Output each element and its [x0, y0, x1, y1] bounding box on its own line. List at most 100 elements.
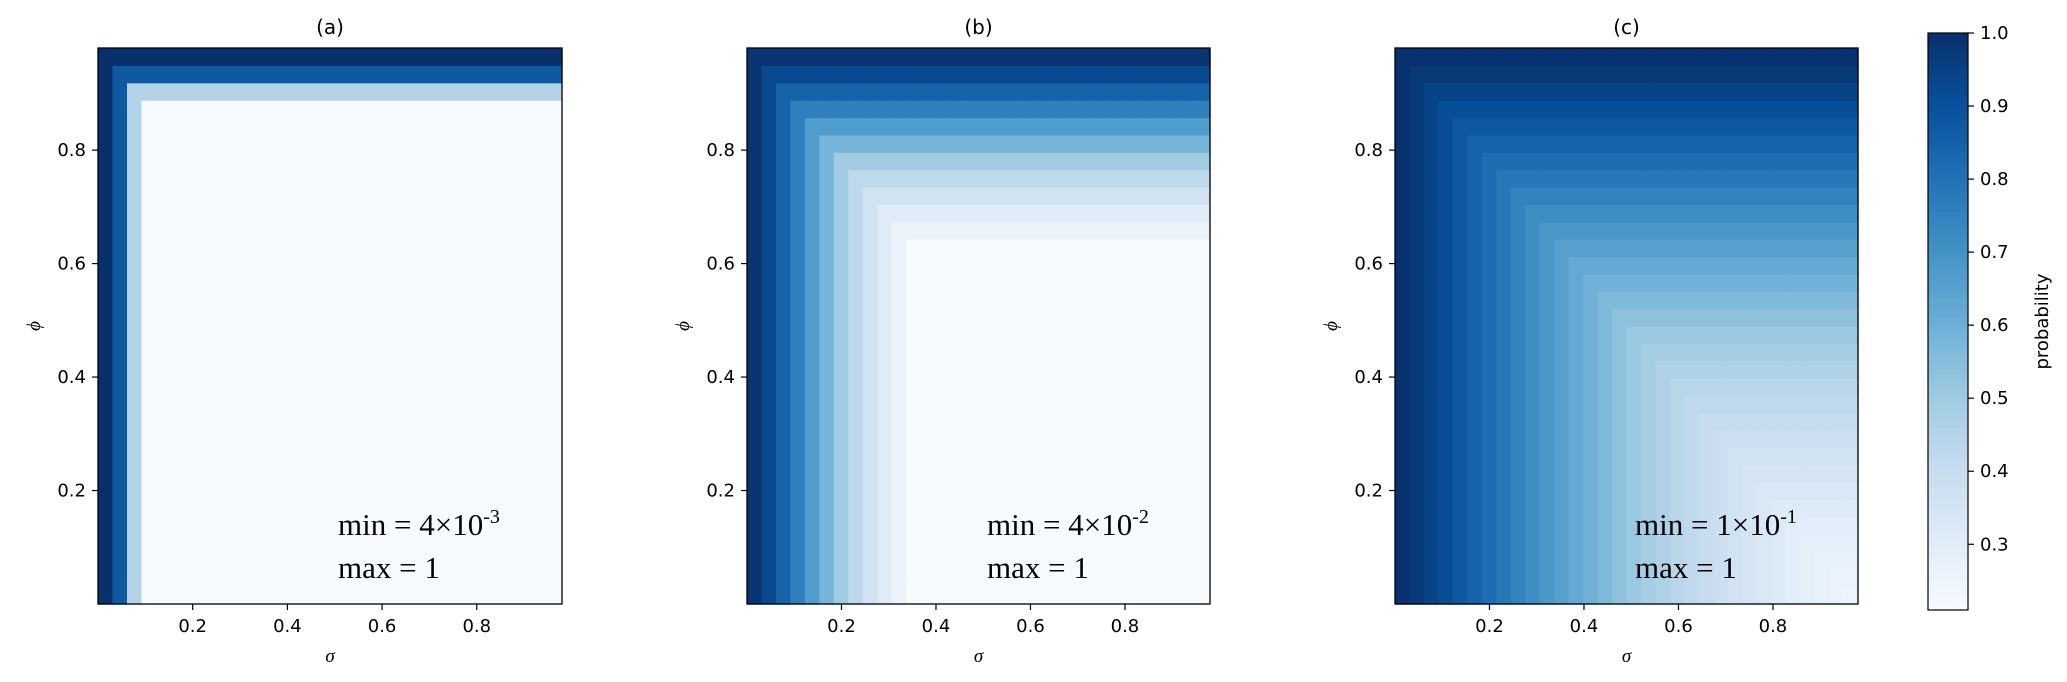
heatmap-cell [1510, 517, 1526, 536]
colorbar-segment [1928, 244, 1968, 250]
heatmap-cell [1510, 499, 1526, 518]
heatmap-cell [1539, 273, 1555, 292]
heatmap-cell [964, 586, 980, 605]
heatmap-cell [978, 169, 994, 188]
heatmap-cell [431, 48, 447, 66]
heatmap-cell [1640, 117, 1657, 136]
heatmap-cell [949, 517, 965, 536]
heatmap-cell [1698, 134, 1714, 153]
heatmap-cell [891, 308, 907, 327]
heatmap-cell [1626, 534, 1642, 553]
heatmap-cell [833, 134, 849, 153]
heatmap-cell [214, 239, 230, 258]
heatmap-cell [1423, 569, 1440, 588]
heatmap-cell [1065, 378, 1081, 397]
heatmap-cell [359, 256, 375, 275]
heatmap-cell [489, 239, 505, 258]
heatmap-cell [1583, 569, 1599, 588]
heatmap-cell [978, 326, 994, 344]
heatmap-cell [286, 534, 302, 553]
heatmap-cell [1626, 343, 1642, 362]
heatmap-cell [819, 308, 835, 327]
heatmap-cell [1423, 551, 1440, 570]
heatmap-cell [518, 65, 534, 84]
colorbar-segment [1928, 114, 1968, 121]
heatmap-cell [518, 412, 534, 431]
heatmap-cell [112, 569, 128, 588]
heatmap-cell [1568, 430, 1584, 449]
heatmap-cell [1597, 169, 1613, 188]
heatmap-cell [373, 586, 389, 605]
heatmap-cell [1655, 152, 1671, 171]
heatmap-cell [199, 586, 215, 605]
heatmap-cell [504, 482, 520, 501]
heatmap-cell [1108, 412, 1124, 431]
heatmap-cell [1065, 82, 1081, 101]
heatmap-cell [446, 482, 462, 501]
heatmap-cell [1713, 48, 1729, 66]
heatmap-cell [1525, 465, 1541, 483]
heatmap-cell [1612, 169, 1628, 188]
heatmap-cell [1050, 100, 1066, 119]
heatmap-cell [1785, 395, 1801, 414]
heatmap-cell [1021, 534, 1037, 553]
heatmap-cell [533, 204, 549, 223]
heatmap-cell [1655, 169, 1671, 188]
heatmap-cell [790, 221, 806, 240]
heatmap-cell [1698, 169, 1714, 188]
heatmap-cell [1423, 395, 1440, 414]
heatmap-cell [949, 499, 965, 518]
heatmap-cell [315, 482, 331, 501]
heatmap-cell [978, 239, 994, 258]
heatmap-cell [1655, 465, 1671, 483]
colorbar-tick-label: 0.3 [1980, 534, 2009, 555]
heatmap-cell [127, 152, 143, 171]
heatmap-cell [373, 412, 389, 431]
heatmap-cell [935, 239, 951, 258]
heatmap-cell [1771, 499, 1787, 518]
heatmap-cell [373, 569, 389, 588]
heatmap-cell [877, 308, 893, 327]
heatmap-cell [877, 134, 893, 153]
heatmap-cell [504, 152, 520, 171]
heatmap-cell [1409, 430, 1425, 449]
heatmap-cell [272, 499, 288, 518]
heatmap-cell [170, 395, 186, 414]
heatmap-cell [301, 499, 317, 518]
heatmap-cell [373, 326, 389, 344]
heatmap-cell [533, 291, 549, 310]
heatmap-cell [228, 534, 244, 553]
heatmap-cell [1583, 551, 1599, 570]
heatmap-cell [489, 308, 505, 327]
heatmap-cell [1554, 465, 1570, 483]
heatmap-cell [1050, 82, 1066, 101]
heatmap-cell [775, 326, 792, 344]
heatmap-cell [1742, 465, 1758, 483]
heatmap-cell [127, 117, 143, 136]
heatmap-cell [330, 586, 346, 605]
heatmap-cell [156, 569, 172, 588]
heatmap-cell [1152, 343, 1168, 362]
heatmap-cell [1669, 465, 1685, 483]
heatmap-cell [359, 308, 375, 327]
heatmap-cell [1684, 360, 1700, 379]
colorbar-segment [1928, 52, 1968, 58]
heatmap-cell [1727, 187, 1743, 205]
heatmap-cell [330, 569, 346, 588]
heatmap-cell [833, 291, 849, 310]
heatmap-cell [1684, 308, 1700, 327]
heatmap-cell [1050, 412, 1066, 431]
heatmap-cell [344, 395, 360, 414]
heatmap-cell [1467, 152, 1483, 171]
heatmap-cell [1137, 447, 1153, 466]
heatmap-cell [1756, 551, 1772, 570]
heatmap-cell [935, 82, 951, 101]
heatmap-cell [315, 82, 331, 101]
heatmap-cell [1395, 499, 1411, 518]
heatmap-cell [1137, 291, 1153, 310]
heatmap-cell [1438, 378, 1454, 397]
heatmap-cell [272, 465, 288, 483]
max-annotation: max = 1 [1635, 550, 1737, 585]
heatmap-cell [156, 48, 172, 66]
heatmap-cell [1137, 551, 1153, 570]
